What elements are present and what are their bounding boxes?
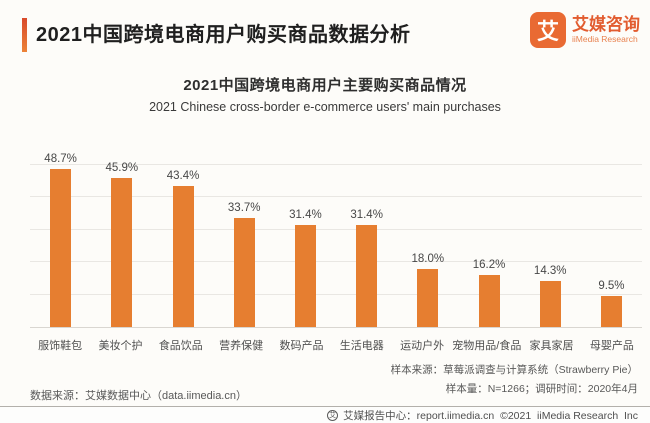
gridline-50 xyxy=(30,164,642,165)
bar-category-label: 数码产品 xyxy=(279,340,324,352)
bar xyxy=(233,217,255,327)
iimedia-logo: 艾 艾媒咨询 iiMedia Research xyxy=(530,12,640,48)
bar xyxy=(294,225,316,327)
bar-value-label: 45.9% xyxy=(105,162,139,175)
title-accent-bar xyxy=(22,18,27,52)
iimedia-logo-icon: 艾 xyxy=(530,12,566,48)
bar-category-label: 食品饮品 xyxy=(158,340,203,352)
sample-size-note: 样本量：N=1266；调研时间：2020年4月 xyxy=(445,382,638,395)
bar-category-label: 生活电器 xyxy=(339,340,384,352)
bar-column: 31.4% xyxy=(336,146,397,327)
bar-category-label: 母婴产品 xyxy=(589,340,634,352)
report-title: 2021中国跨境电商用户购买商品数据分析 xyxy=(36,24,411,46)
logo-text-block: 艾媒咨询 iiMedia Research xyxy=(572,14,640,45)
bar xyxy=(111,178,133,327)
gridline-20 xyxy=(30,261,642,263)
bar-value-label: 14.3% xyxy=(533,264,567,277)
bar-column: 45.9% xyxy=(91,146,152,327)
bar-column: 16.2% xyxy=(458,146,519,327)
bar xyxy=(172,186,194,327)
bar xyxy=(478,274,500,327)
report-footer: 艾 艾媒报告中心：report.iimedia.cn ©2021 iiMedia… xyxy=(0,406,650,423)
bar xyxy=(417,268,439,327)
gridline-30 xyxy=(30,228,642,230)
bar-column: 33.7% xyxy=(214,146,275,327)
bar-column: 31.4% xyxy=(275,146,336,327)
bar-category-label: 服饰鞋包 xyxy=(38,340,83,352)
logo-name-en: iiMedia Research xyxy=(572,34,638,45)
sample-notes: 样本来源：草莓派调查与计算系统（Strawberry Pie） 样本量：N=12… xyxy=(391,361,638,399)
bar-value-label: 31.4% xyxy=(350,209,383,222)
bar xyxy=(539,280,561,327)
bar xyxy=(356,225,378,327)
footer-text: 艾媒报告中心：report.iimedia.cn ©2021 iiMedia R… xyxy=(343,409,638,422)
bar-value-label: 9.5% xyxy=(598,280,625,293)
bar-value-label: 33.7% xyxy=(227,201,261,214)
bar-column: 43.4% xyxy=(152,146,213,327)
bar-column: 14.3% xyxy=(520,146,581,327)
bar-column: 18.0% xyxy=(397,146,458,327)
gridline-10 xyxy=(30,293,642,295)
bar-value-label: 16.2% xyxy=(472,258,506,271)
chart-title: 2021中国跨境电商用户主要购买商品情况 xyxy=(183,77,467,94)
data-source-note: 数据来源：艾媒数据中心（data.iimedia.cn） xyxy=(30,390,247,402)
bar-category-label: 美妆个护 xyxy=(98,340,143,352)
bar-value-label: 31.4% xyxy=(289,209,322,222)
bar-value-label: 43.4% xyxy=(166,170,200,183)
bar-value-label: 18.0% xyxy=(411,252,445,265)
logo-name-cn: 艾媒咨询 xyxy=(572,14,640,34)
bar-category-label: 营养保健 xyxy=(219,340,264,352)
bar-category-label: 家具家居 xyxy=(529,340,574,352)
bar xyxy=(50,169,72,327)
chart-subtitle: 2021 Chinese cross-border e-commerce use… xyxy=(149,100,501,114)
plot-area: 48.7% 45.9% 43.4% 33.7% 31.4% 31.4% 18.0% 16.2%… xyxy=(30,146,642,328)
category-axis: 服饰鞋包 美妆个护 食品饮品 营养保健 数码产品 生活电器 运动户外 宠物用品/食品 家具家居 母… xyxy=(30,337,642,353)
bar-column: 9.5% xyxy=(581,146,642,327)
bar xyxy=(600,296,622,327)
sample-source-note: 样本来源：草莓派调查与计算系统（Strawberry Pie） xyxy=(390,364,638,376)
bar-chart: 48.7% 45.9% 43.4% 33.7% 31.4% 31.4% 18.0% 16.2%… xyxy=(30,146,642,353)
iimedia-footer-icon: 艾 xyxy=(327,409,339,421)
gridline-40 xyxy=(30,196,642,198)
bar-category-label: 宠物用品/食品 xyxy=(452,340,522,352)
report-header: 2021中国跨境电商用户购买商品数据分析 艾 艾媒咨询 iiMedia Rese… xyxy=(22,12,640,62)
bar-columns: 48.7% 45.9% 43.4% 33.7% 31.4% 31.4% 18.0% 16.2%… xyxy=(30,146,642,327)
bar-column: 48.7% xyxy=(30,146,91,327)
bar-value-label: 48.7% xyxy=(44,153,77,166)
bar-category-label: 运动户外 xyxy=(400,340,445,352)
